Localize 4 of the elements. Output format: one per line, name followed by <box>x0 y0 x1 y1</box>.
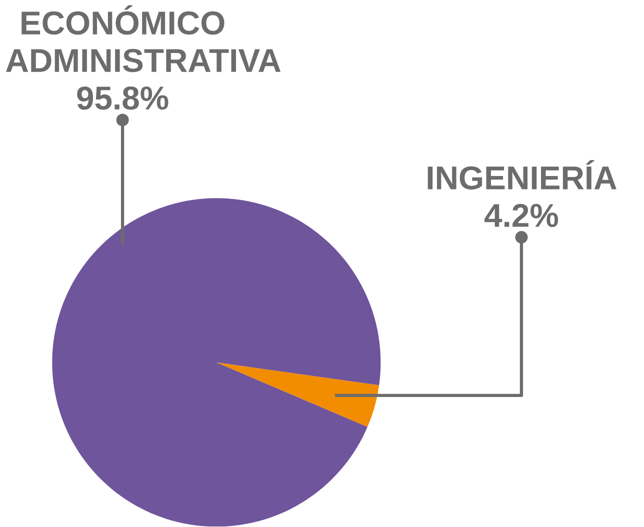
slice-label: INGENIERÍA <box>428 160 616 190</box>
data-label: 95.8% <box>77 86 168 110</box>
slice-label: ECONÓMICO ADMINISTRATIVA <box>6 5 281 72</box>
data-label: 4.2% <box>484 204 558 228</box>
